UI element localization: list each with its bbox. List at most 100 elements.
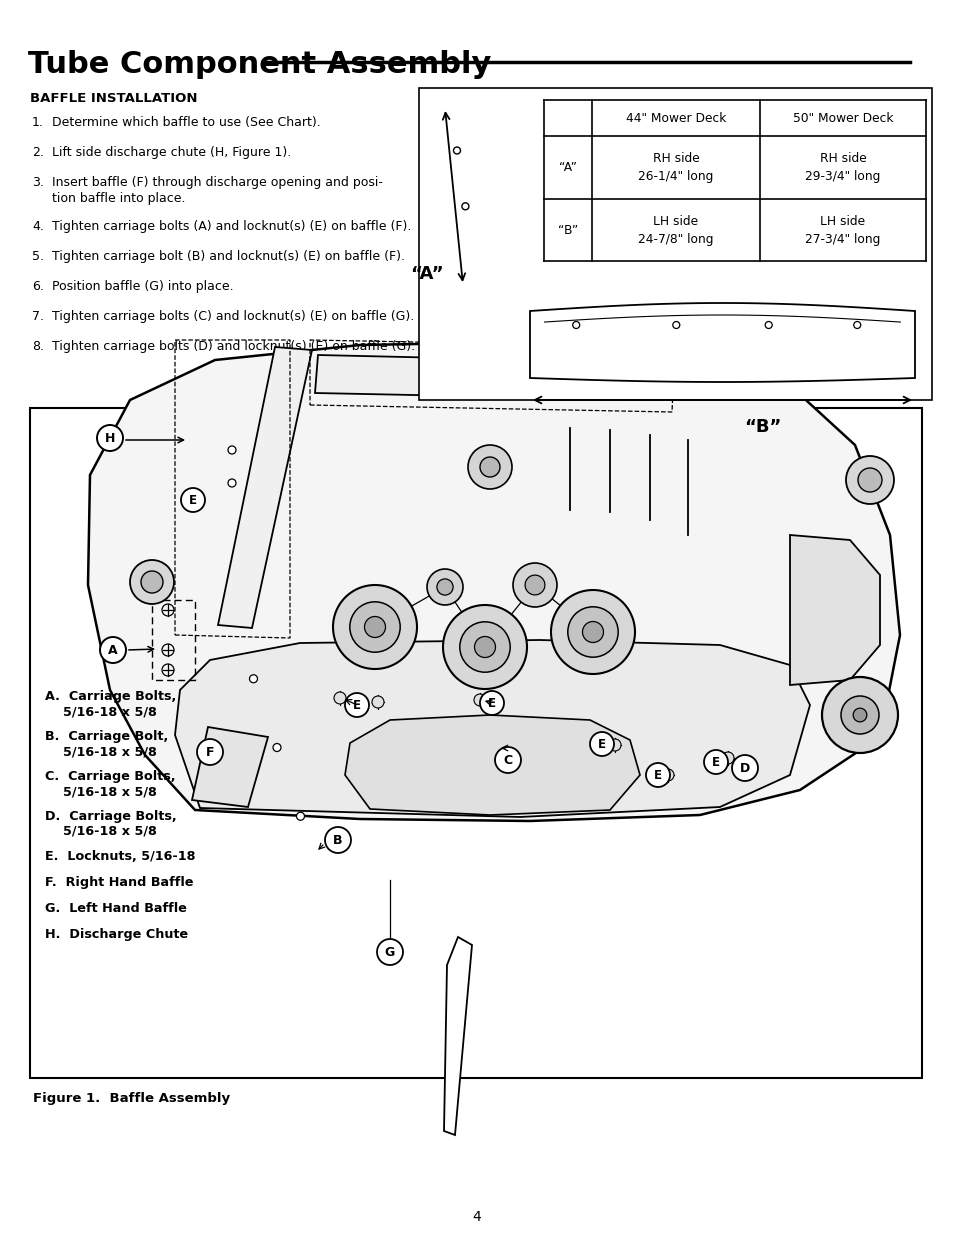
Circle shape — [661, 769, 673, 781]
Text: 5/16-18 x 5/8: 5/16-18 x 5/8 — [63, 745, 156, 758]
Text: 27-3/4" long: 27-3/4" long — [804, 232, 880, 246]
Circle shape — [841, 697, 878, 734]
Circle shape — [474, 636, 495, 657]
Circle shape — [589, 732, 614, 756]
Circle shape — [582, 621, 603, 642]
Circle shape — [325, 827, 351, 853]
Text: B.  Carriage Bolt,: B. Carriage Bolt, — [45, 730, 168, 743]
Text: 50" Mower Deck: 50" Mower Deck — [792, 111, 892, 125]
Circle shape — [459, 621, 510, 672]
Text: Figure 1.  Baffle Assembly: Figure 1. Baffle Assembly — [33, 1092, 230, 1105]
Text: 7.: 7. — [32, 310, 44, 324]
Circle shape — [764, 321, 771, 329]
Text: 24-7/8" long: 24-7/8" long — [638, 232, 713, 246]
Polygon shape — [345, 715, 639, 815]
Circle shape — [334, 692, 346, 704]
Circle shape — [703, 750, 727, 774]
Circle shape — [468, 445, 512, 489]
Circle shape — [551, 590, 635, 674]
Text: 5.: 5. — [32, 249, 44, 263]
Text: Position baffle (G) into place.: Position baffle (G) into place. — [52, 280, 233, 293]
Circle shape — [645, 763, 669, 787]
Text: 5/16-18 x 5/8: 5/16-18 x 5/8 — [63, 785, 156, 798]
Text: 26-1/4" long: 26-1/4" long — [638, 170, 713, 183]
Text: LH side: LH side — [820, 215, 864, 227]
Circle shape — [672, 321, 679, 329]
Text: G: G — [384, 946, 395, 958]
Text: E: E — [189, 494, 196, 506]
Text: 2.: 2. — [32, 146, 44, 159]
Circle shape — [372, 697, 384, 708]
Text: F.  Right Hand Baffle: F. Right Hand Baffle — [45, 876, 193, 889]
Text: B: B — [333, 834, 342, 846]
Circle shape — [852, 708, 866, 721]
Circle shape — [296, 813, 304, 820]
Text: 4.: 4. — [32, 220, 44, 233]
Text: F: F — [206, 746, 214, 758]
Circle shape — [524, 576, 544, 595]
Text: H: H — [105, 431, 115, 445]
Polygon shape — [174, 640, 809, 818]
Text: Tighten carriage bolt (B) and locknut(s) (E) on baffle (F).: Tighten carriage bolt (B) and locknut(s)… — [52, 249, 405, 263]
Circle shape — [333, 585, 416, 669]
Text: G.  Left Hand Baffle: G. Left Hand Baffle — [45, 902, 187, 915]
Circle shape — [567, 606, 618, 657]
Circle shape — [453, 147, 460, 154]
Text: Tighten carriage bolts (D) and locknut(s) (E) on baffle (G).: Tighten carriage bolts (D) and locknut(s… — [52, 340, 415, 353]
Circle shape — [196, 739, 223, 764]
Circle shape — [721, 752, 733, 764]
Circle shape — [250, 674, 257, 683]
Circle shape — [345, 693, 369, 718]
Text: D.  Carriage Bolts,: D. Carriage Bolts, — [45, 810, 176, 823]
Text: BAFFLE INSTALLATION: BAFFLE INSTALLATION — [30, 91, 197, 105]
Text: RH side: RH side — [819, 152, 865, 165]
Text: “A”: “A” — [410, 266, 443, 283]
Text: “A”: “A” — [558, 161, 577, 174]
Polygon shape — [789, 535, 879, 685]
Text: 29-3/4" long: 29-3/4" long — [804, 170, 880, 183]
Polygon shape — [192, 727, 268, 806]
Text: RH side: RH side — [652, 152, 699, 165]
Circle shape — [853, 321, 860, 329]
Text: E.  Locknuts, 5/16-18: E. Locknuts, 5/16-18 — [45, 850, 195, 863]
Text: LH side: LH side — [653, 215, 698, 227]
Circle shape — [427, 569, 462, 605]
Text: Determine which baffle to use (See Chart).: Determine which baffle to use (See Chart… — [52, 116, 320, 128]
Text: H.  Discharge Chute: H. Discharge Chute — [45, 927, 188, 941]
Text: E: E — [488, 697, 496, 709]
Circle shape — [228, 446, 235, 454]
Circle shape — [228, 479, 235, 487]
Text: 6.: 6. — [32, 280, 44, 293]
Circle shape — [350, 601, 399, 652]
Circle shape — [442, 605, 526, 689]
Text: 3.: 3. — [32, 177, 44, 189]
Text: Lift side discharge chute (H, Figure 1).: Lift side discharge chute (H, Figure 1). — [52, 146, 291, 159]
Text: C.  Carriage Bolts,: C. Carriage Bolts, — [45, 769, 175, 783]
Circle shape — [181, 488, 205, 513]
Polygon shape — [530, 303, 914, 382]
Circle shape — [364, 616, 385, 637]
Text: Insert baffle (F) through discharge opening and posi-: Insert baffle (F) through discharge open… — [52, 177, 382, 189]
Text: “B”: “B” — [558, 224, 578, 236]
Circle shape — [479, 457, 499, 477]
Text: D: D — [740, 762, 749, 774]
Text: C: C — [503, 753, 512, 767]
Text: E: E — [711, 756, 720, 768]
Circle shape — [479, 692, 503, 715]
Polygon shape — [418, 88, 931, 400]
Circle shape — [572, 321, 579, 329]
Polygon shape — [443, 937, 472, 1135]
Polygon shape — [88, 342, 899, 821]
Text: A: A — [108, 643, 117, 657]
Circle shape — [461, 203, 469, 210]
Text: 5/16-18 x 5/8: 5/16-18 x 5/8 — [63, 825, 156, 839]
Text: 1.: 1. — [32, 116, 44, 128]
Circle shape — [100, 637, 126, 663]
Circle shape — [513, 563, 557, 606]
Circle shape — [273, 743, 281, 752]
Text: Tube Component Assembly: Tube Component Assembly — [28, 49, 491, 79]
Text: A.  Carriage Bolts,: A. Carriage Bolts, — [45, 690, 176, 703]
Polygon shape — [30, 408, 921, 1078]
Circle shape — [495, 747, 520, 773]
Text: Tighten carriage bolts (A) and locknut(s) (E) on baffle (F).: Tighten carriage bolts (A) and locknut(s… — [52, 220, 411, 233]
